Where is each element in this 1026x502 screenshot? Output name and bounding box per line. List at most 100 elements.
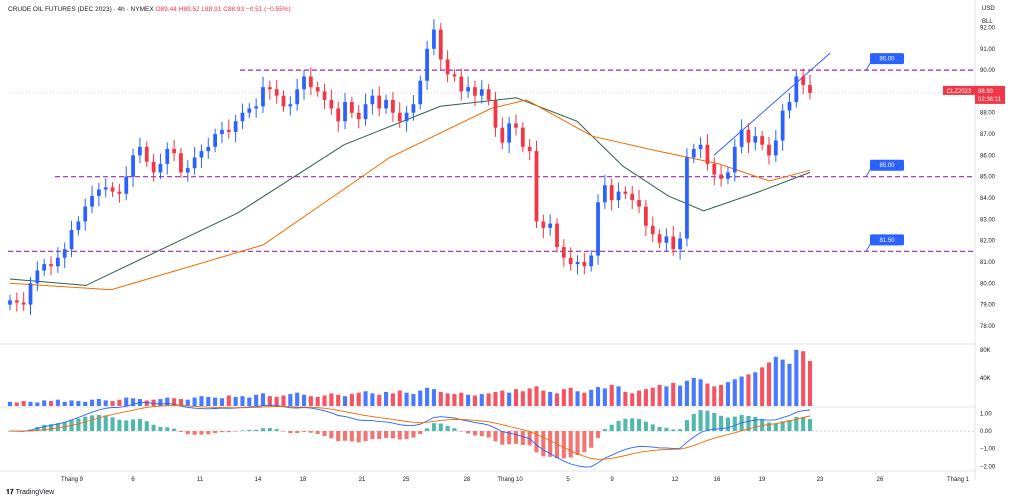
macd-histogram-bar — [267, 427, 272, 432]
macd-histogram-bar — [568, 431, 573, 458]
macd-tick-label: 0.00 — [980, 429, 992, 435]
macd-histogram-bar — [561, 431, 566, 459]
candle-body — [83, 206, 88, 222]
time-tick-label: 28 — [464, 477, 471, 483]
candle-body — [555, 223, 559, 248]
macd-histogram-bar — [110, 417, 115, 432]
price-tick-label: 85.00 — [980, 175, 996, 181]
macd-histogram-bar — [684, 420, 689, 432]
time-tick-label: 16 — [714, 477, 721, 483]
volume-bar — [254, 394, 259, 406]
volume-bar — [801, 351, 806, 406]
candle-body — [719, 174, 723, 179]
macd-histogram-bar — [746, 416, 751, 432]
candle-body — [117, 191, 122, 194]
macd-histogram-bar — [513, 431, 519, 444]
macd-histogram-bar — [732, 416, 737, 432]
macd-histogram-bar — [780, 421, 785, 432]
volume-bar — [336, 394, 341, 406]
brand-logo[interactable]: 𝟏𝟕 TradingView — [6, 489, 54, 497]
ohlc-change: −0.51 (−0.55%) — [245, 6, 291, 13]
volume-bar — [349, 394, 354, 406]
macd-histogram-bar — [438, 423, 443, 432]
candle-body — [548, 223, 553, 228]
candle-body — [473, 87, 477, 96]
candle-body — [589, 255, 594, 267]
volume-bar — [684, 380, 689, 406]
macd-histogram-bar — [219, 431, 225, 433]
candle-body — [459, 76, 464, 92]
volume-bar — [452, 394, 457, 406]
candle-body — [261, 87, 265, 107]
macd-histogram-bar — [42, 424, 47, 432]
macd-histogram-bar — [377, 431, 382, 440]
candle-body — [794, 76, 799, 103]
macd-histogram-bar — [500, 431, 505, 445]
candle-body — [308, 76, 313, 88]
candle-body — [671, 236, 676, 250]
macd-histogram-bar — [725, 417, 730, 432]
volume-bar — [766, 362, 772, 406]
volume-bar — [739, 376, 744, 406]
candle-body — [726, 172, 730, 179]
candle-body — [336, 108, 341, 122]
ohlc-high: H89.52 — [178, 6, 200, 13]
candle-body — [97, 189, 101, 196]
candle-body — [240, 112, 245, 122]
time-tick-label: 9 — [610, 477, 614, 483]
unit-label[interactable]: BLL — [982, 19, 993, 25]
volume-bar — [664, 386, 669, 406]
price-tick-label: 81.00 — [980, 260, 996, 266]
volume-bar — [233, 396, 238, 406]
candle-body — [623, 191, 628, 194]
volume-bar — [397, 390, 402, 406]
volume-bar — [445, 393, 450, 406]
volume-bar — [110, 401, 115, 406]
macd-histogram-bar — [83, 416, 88, 432]
macd-histogram-bar — [472, 431, 478, 436]
macd-histogram-bar — [766, 422, 772, 432]
volume-bar — [725, 382, 730, 406]
macd-histogram-bar — [96, 414, 101, 432]
candle-body — [808, 85, 812, 93]
volume-bar — [76, 401, 81, 406]
currency-label[interactable]: USD — [982, 6, 995, 12]
level-badge-90.00 — [870, 53, 904, 65]
volume-bar — [671, 382, 676, 406]
volume-bar — [329, 393, 334, 406]
candle-body — [732, 146, 737, 173]
time-tick-label: 11 — [197, 477, 204, 483]
macd-tick-label: 1.00 — [980, 411, 992, 417]
volume-bar — [301, 394, 307, 406]
time-tick-label: 26 — [877, 477, 884, 483]
time-tick-label: Tháng 1 — [947, 477, 970, 483]
volume-bar — [151, 399, 156, 406]
volume-bar — [131, 398, 136, 406]
volume-bar — [705, 383, 710, 406]
volume-bar — [773, 356, 778, 406]
level-badge-85.00 — [870, 159, 904, 171]
macd-histogram-bar — [554, 431, 560, 459]
candle-body — [21, 302, 26, 305]
macd-histogram-bar — [657, 426, 662, 432]
candle-body — [233, 121, 238, 132]
trend-channel-line — [713, 52, 831, 156]
volume-bar — [807, 361, 813, 406]
macd-histogram-bar — [226, 431, 231, 433]
volume-bar — [28, 401, 33, 406]
volume-bar — [21, 401, 26, 406]
symbol-badge-text: CLZ2023 — [947, 89, 972, 95]
price-tick-label: 87.00 — [980, 132, 996, 138]
candle-body — [582, 261, 587, 267]
macd-histogram-bar — [336, 431, 341, 442]
macd-line — [9, 402, 811, 468]
macd-histogram-bar — [691, 413, 696, 432]
volume-bar — [69, 400, 74, 406]
price-tick-label: 92.00 — [980, 25, 996, 31]
candle-body — [712, 163, 717, 175]
time-tick-label: 19 — [759, 477, 766, 483]
candle-body — [753, 136, 758, 143]
volume-bar — [554, 393, 560, 406]
volume-bar — [582, 392, 587, 406]
